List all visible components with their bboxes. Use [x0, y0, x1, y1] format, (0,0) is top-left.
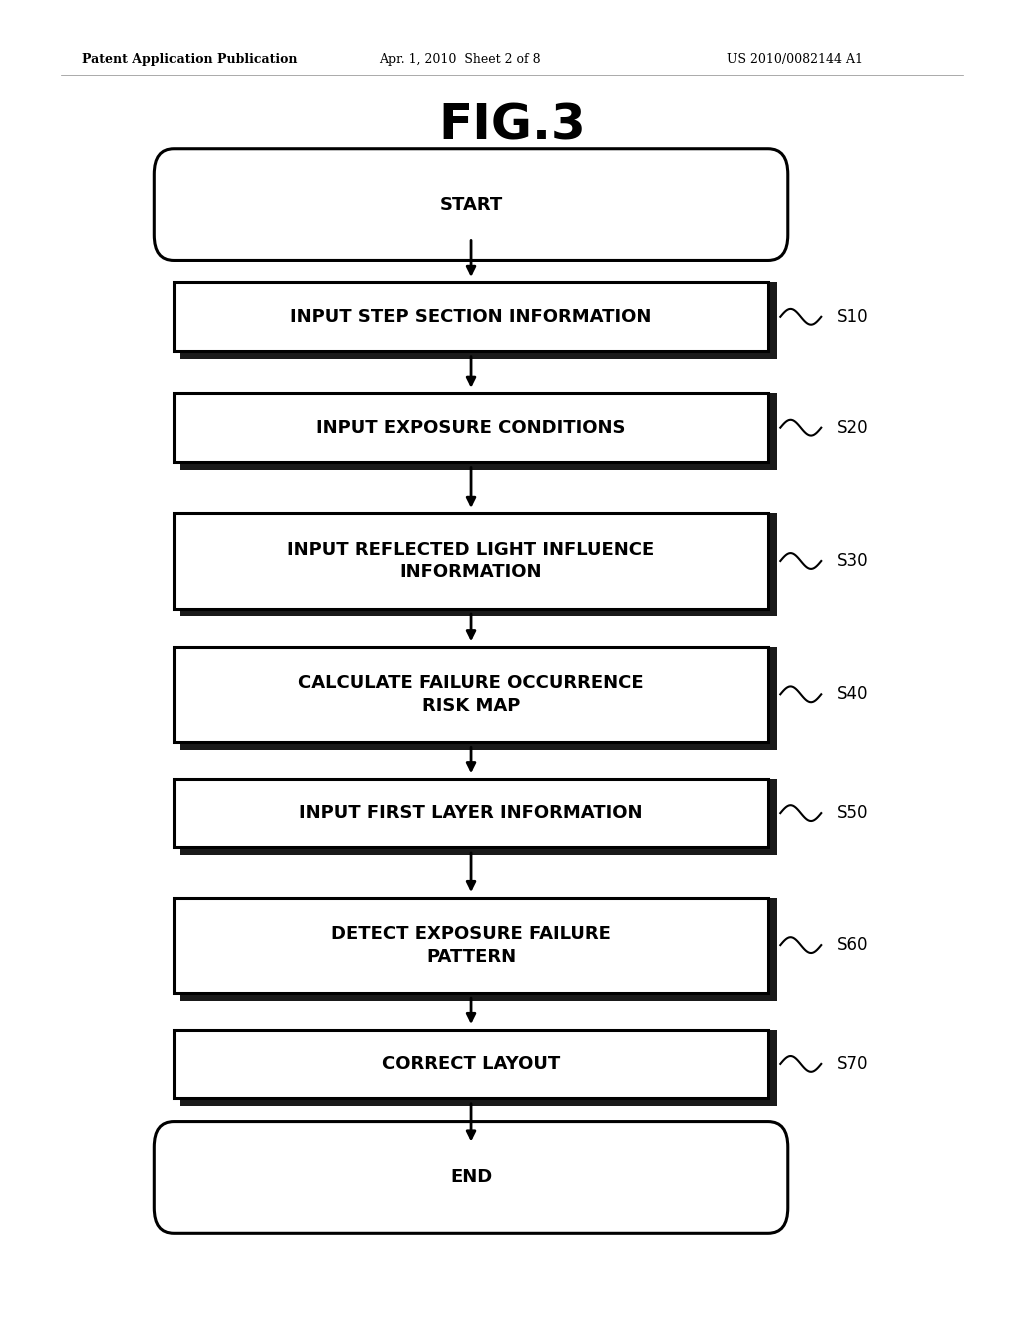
Bar	[768, 393, 777, 470]
Bar	[174, 1030, 768, 1098]
Text: CORRECT LAYOUT: CORRECT LAYOUT	[382, 1055, 560, 1073]
Text: END: END	[450, 1168, 493, 1187]
Text: START: START	[439, 195, 503, 214]
Bar	[768, 647, 777, 750]
Text: US 2010/0082144 A1: US 2010/0082144 A1	[727, 53, 863, 66]
Bar	[174, 779, 768, 847]
Text: S10: S10	[837, 308, 868, 326]
Bar	[180, 458, 774, 470]
Bar	[768, 779, 777, 855]
Text: INPUT EXPOSURE CONDITIONS: INPUT EXPOSURE CONDITIONS	[316, 418, 626, 437]
Text: CALCULATE FAILURE OCCURRENCE
RISK MAP: CALCULATE FAILURE OCCURRENCE RISK MAP	[298, 675, 644, 714]
Bar	[174, 282, 768, 351]
Text: INPUT REFLECTED LIGHT INFLUENCE
INFORMATION: INPUT REFLECTED LIGHT INFLUENCE INFORMAT…	[288, 541, 654, 581]
Bar	[180, 347, 774, 359]
Bar	[174, 393, 768, 462]
Bar	[768, 282, 777, 359]
Bar	[174, 647, 768, 742]
Bar	[174, 898, 768, 993]
FancyBboxPatch shape	[155, 1122, 787, 1233]
Text: INPUT STEP SECTION INFORMATION: INPUT STEP SECTION INFORMATION	[291, 308, 651, 326]
Text: S40: S40	[837, 685, 868, 704]
Text: DETECT EXPOSURE FAILURE
PATTERN: DETECT EXPOSURE FAILURE PATTERN	[331, 925, 611, 965]
Bar	[180, 989, 774, 1001]
Bar	[180, 738, 774, 750]
FancyBboxPatch shape	[155, 149, 787, 260]
Bar	[180, 843, 774, 855]
Text: S70: S70	[837, 1055, 868, 1073]
Bar	[768, 1030, 777, 1106]
Bar	[768, 513, 777, 616]
Text: S20: S20	[837, 418, 868, 437]
Text: S60: S60	[837, 936, 868, 954]
Text: Patent Application Publication: Patent Application Publication	[82, 53, 297, 66]
Text: INPUT FIRST LAYER INFORMATION: INPUT FIRST LAYER INFORMATION	[299, 804, 643, 822]
Text: Apr. 1, 2010  Sheet 2 of 8: Apr. 1, 2010 Sheet 2 of 8	[379, 53, 541, 66]
Bar	[180, 1094, 774, 1106]
Text: S30: S30	[837, 552, 868, 570]
Bar	[180, 605, 774, 616]
Text: FIG.3: FIG.3	[438, 102, 586, 149]
Bar	[768, 898, 777, 1001]
Bar	[174, 513, 768, 609]
Text: S50: S50	[837, 804, 868, 822]
